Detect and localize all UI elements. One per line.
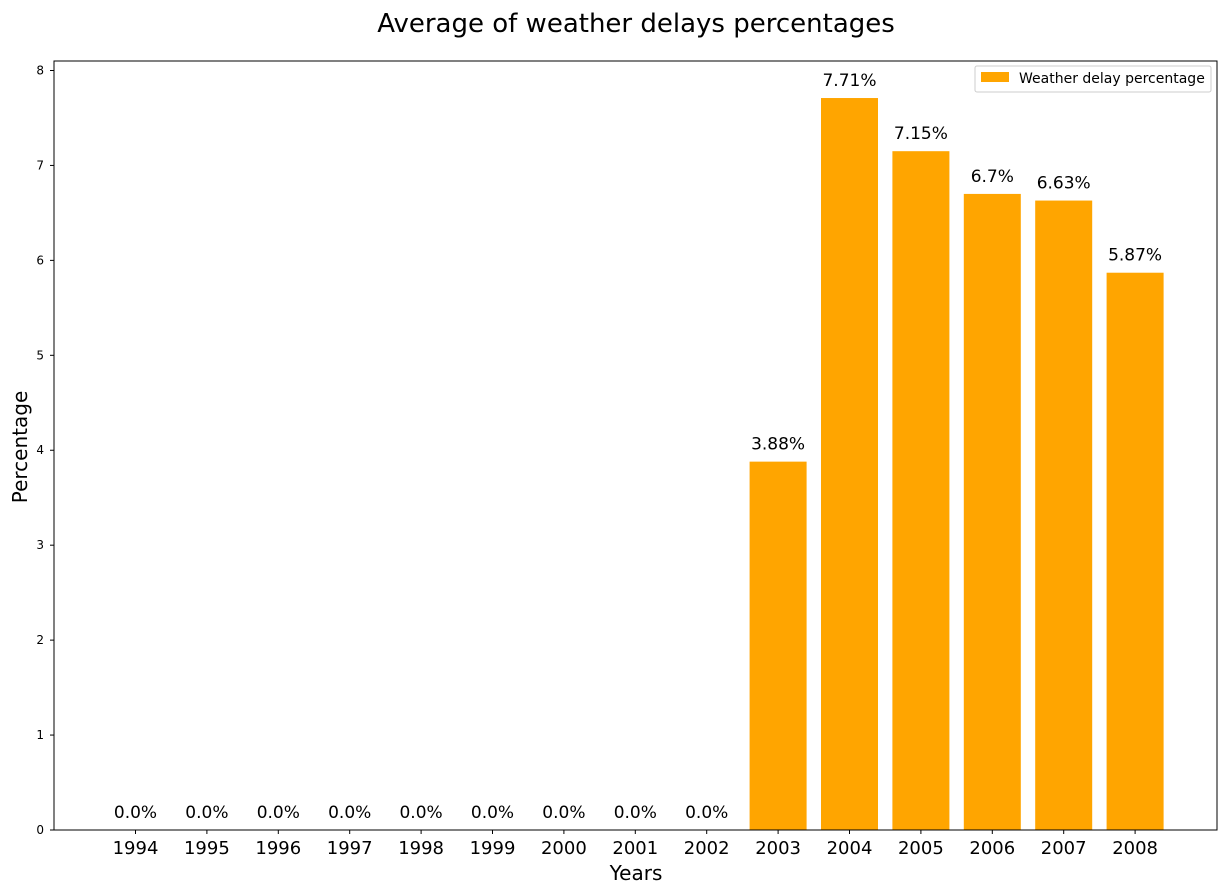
x-tick-label: 2007 [1041,838,1087,859]
bar-value-label: 6.63% [1037,174,1091,194]
bar-value-label: 7.15% [894,124,948,144]
bar-value-label: 0.0% [399,803,442,823]
x-axis-label: Years [609,861,663,885]
x-tick-label: 1995 [184,838,230,859]
y-tick-label: 5 [36,348,44,362]
x-tick-label: 2001 [612,838,658,859]
chart-title: Average of weather delays percentages [377,9,895,39]
bar-value-label: 0.0% [257,803,300,823]
y-axis: 0 1 2 3 4 5 6 7 8 [36,63,54,837]
y-tick-label: 6 [36,253,44,267]
bar-value-label: 0.0% [328,803,371,823]
y-tick-label: 7 [36,158,44,172]
y-tick-label: 8 [36,63,44,77]
x-axis: 1994 1995 1996 1997 1998 1999 2000 2001 2002 2003… [113,830,1158,859]
y-tick-label: 1 [36,728,44,742]
legend-swatch [981,72,1009,82]
bar-value-label: 0.0% [614,803,657,823]
x-tick-label: 1996 [255,838,301,859]
x-tick-label: 1998 [398,838,444,859]
bar-value-label: 6.7% [971,167,1014,187]
x-tick-label: 2005 [898,838,944,859]
bar-value-label: 0.0% [185,803,228,823]
bar [1106,272,1164,830]
bar-value-label: 7.71% [822,71,876,91]
x-tick-label: 1994 [113,838,159,859]
y-tick-label: 4 [36,443,44,457]
x-tick-label: 2008 [1112,838,1158,859]
legend-box [974,65,1212,93]
x-tick-label: 2004 [827,838,873,859]
bar-value-label: 3.88% [751,435,805,455]
y-axis-label: Percentage [8,391,32,504]
bar-value-label: 0.0% [471,803,514,823]
bar-value-label: 0.0% [685,803,728,823]
bar [821,98,878,830]
x-tick-label: 2006 [969,838,1015,859]
bar [749,461,807,830]
bar [1035,200,1093,830]
bar [892,151,950,831]
bar [963,193,1021,830]
bar-value-label: 0.0% [542,803,585,823]
y-tick-label: 3 [36,538,44,552]
x-tick-label: 1997 [327,838,373,859]
plot-area: 0.0% 0.0% 0.0% 0.0% 0.0% 0.0% 0.0% 0.0% 0.0% 3.88… [114,71,1164,831]
y-tick-label: 0 [36,823,44,837]
y-tick-label: 2 [36,633,44,647]
x-tick-label: 2002 [684,838,730,859]
x-tick-label: 1999 [470,838,516,859]
x-tick-label: 2003 [755,838,801,859]
bar-value-label: 5.87% [1108,246,1162,266]
legend: Weather delay percentage [974,65,1212,93]
bar-value-label: 0.0% [114,803,157,823]
legend-label: Weather delay percentage [1019,71,1205,87]
x-tick-label: 2000 [541,838,587,859]
